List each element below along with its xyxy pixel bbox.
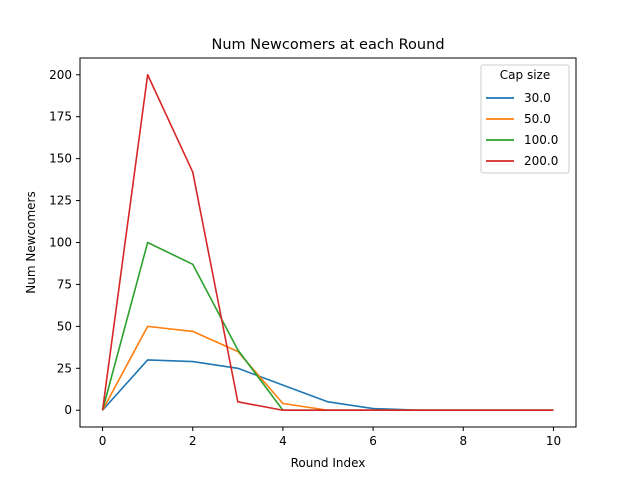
series-line-30-0 — [101, 359, 554, 412]
x-tick-label: 10 — [546, 434, 561, 448]
y-tick-label: 25 — [57, 361, 72, 375]
y-axis-label: Num Newcomers — [24, 191, 38, 293]
legend-label-50-0: 50.0 — [524, 112, 551, 126]
y-tick-label: 0 — [64, 403, 72, 417]
series-line-200-0 — [101, 73, 554, 412]
x-axis-label: Round Index — [291, 456, 366, 470]
x-tick-label: 8 — [459, 434, 467, 448]
legend-label-100-0: 100.0 — [524, 133, 558, 147]
x-tick-label: 0 — [99, 434, 107, 448]
legend-title: Cap size — [500, 68, 550, 82]
series-line-100-0 — [101, 241, 554, 412]
series-line-50-0 — [101, 325, 554, 412]
y-tick-label: 175 — [49, 110, 72, 124]
legend-box — [480, 64, 570, 174]
axes-frame — [79, 57, 577, 428]
y-tick-label: 50 — [57, 319, 72, 333]
y-tick-label: 75 — [57, 277, 72, 291]
legend-label-30-0: 30.0 — [524, 91, 551, 105]
x-tick-label: 4 — [279, 434, 287, 448]
y-tick-label: 100 — [49, 236, 72, 250]
chart-title: Num Newcomers at each Round — [211, 37, 444, 53]
x-tick-label: 2 — [189, 434, 197, 448]
x-tick-label: 6 — [369, 434, 377, 448]
y-tick-label: 200 — [49, 68, 72, 82]
legend-label-200-0: 200.0 — [524, 154, 558, 168]
legend: Cap size 30.0 50.0 100.0 200.0 — [480, 64, 570, 174]
y-tick-label: 125 — [49, 194, 72, 208]
y-tick-label: 150 — [49, 152, 72, 166]
